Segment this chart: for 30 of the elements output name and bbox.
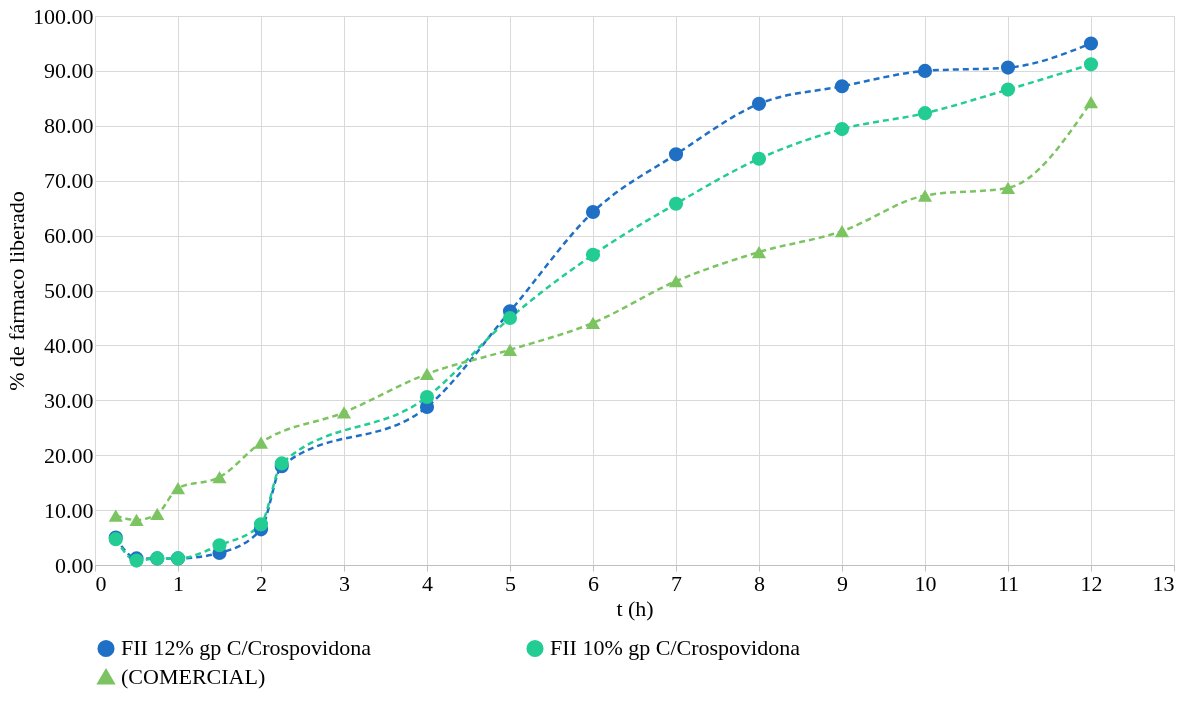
y-tick-label: 80.00 <box>44 113 94 139</box>
y-tick-label: 20.00 <box>44 442 94 468</box>
y-tick-label: 90.00 <box>44 58 94 84</box>
legend-label: FII 12% gp C/Crospovidona <box>121 635 372 661</box>
x-tick-label: 8 <box>754 570 765 596</box>
legend-label: FII 10% gp C/Crospovidona <box>550 635 801 661</box>
x-tick-label: 0 <box>95 570 107 596</box>
x-tick-label: 13 <box>1152 570 1175 596</box>
y-tick-label: 40.00 <box>44 332 94 358</box>
x-tick-label: 11 <box>997 570 1020 596</box>
y-tick-label: 30.00 <box>44 387 94 413</box>
x-tick-label: 2 <box>256 570 267 596</box>
y-tick-label: 0.00 <box>55 552 94 578</box>
x-tick-label: 12 <box>1080 570 1103 596</box>
x-axis-title: t (h) <box>616 595 654 621</box>
x-tick-label: 10 <box>914 570 937 596</box>
x-tick-label: 6 <box>588 570 599 596</box>
y-tick-label: 10.00 <box>44 497 94 523</box>
x-tick-label: 1 <box>173 570 184 596</box>
y-tick-label: 70.00 <box>44 168 94 194</box>
legend-label: (COMERCIAL) <box>121 664 266 689</box>
y-tick-label: 100.00 <box>33 3 94 29</box>
x-tick-label: 4 <box>422 570 433 596</box>
x-tick-label: 7 <box>671 570 682 596</box>
y-tick-label: 50.00 <box>44 278 94 303</box>
x-tick-label: 3 <box>339 570 350 596</box>
y-tick-label: 60.00 <box>44 223 94 249</box>
x-tick-label: 5 <box>505 570 516 596</box>
y-axis-title: % de fármaco liberado <box>4 191 29 391</box>
x-tick-label: 9 <box>837 570 848 596</box>
